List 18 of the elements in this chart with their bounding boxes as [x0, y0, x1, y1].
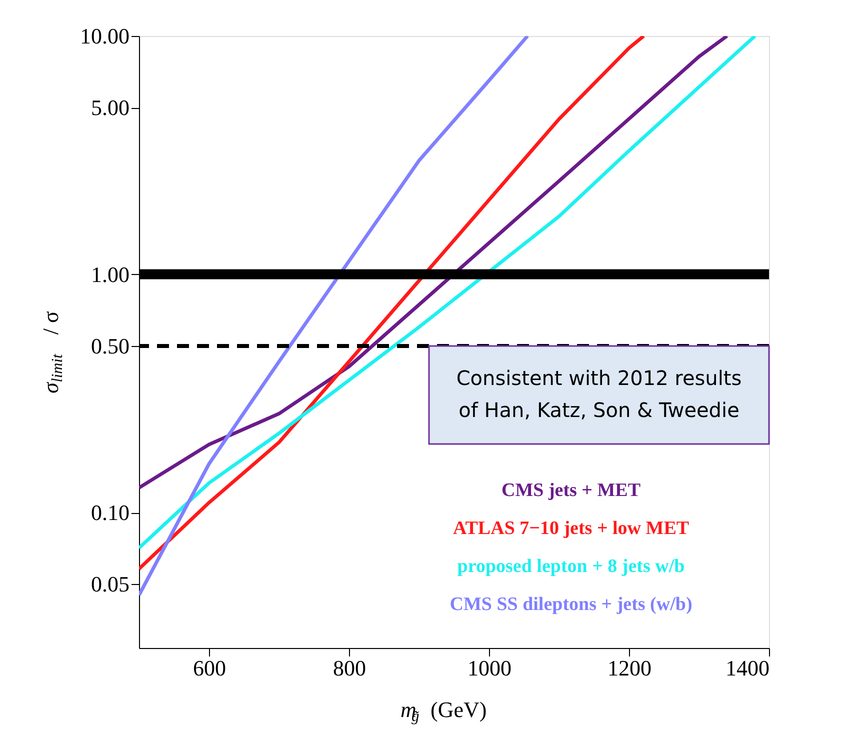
x-tick-label: 1000	[468, 656, 512, 680]
y-tick-label: 0.10	[91, 500, 130, 526]
x-tick-label: 1200	[608, 656, 652, 680]
text: ATLAS 7−10 jets + low MET	[452, 518, 690, 539]
y-tick-label: 10.00	[80, 24, 130, 48]
y-tick-label: 0.05	[91, 572, 130, 597]
line-series	[139, 36, 757, 550]
x-tick-label: 600	[193, 656, 226, 680]
x-tick-label: 1400	[726, 656, 770, 680]
text: CMS SS dileptons + jets (w/b)	[450, 594, 692, 615]
annotation: Consistent with 2012 results of Han, Katz, Son & Tweedie	[456, 366, 742, 422]
text: CMS jets + MET	[501, 480, 641, 501]
text: σlimit / σ	[38, 311, 66, 394]
y-tick-label: 5.00	[91, 95, 130, 120]
y-tick-label: 0.50	[91, 333, 130, 358]
x-tick-label: 800	[333, 656, 366, 680]
text: proposed lepton + 8 jets w/b	[457, 556, 685, 577]
y-tick-label: 1.00	[91, 262, 130, 287]
